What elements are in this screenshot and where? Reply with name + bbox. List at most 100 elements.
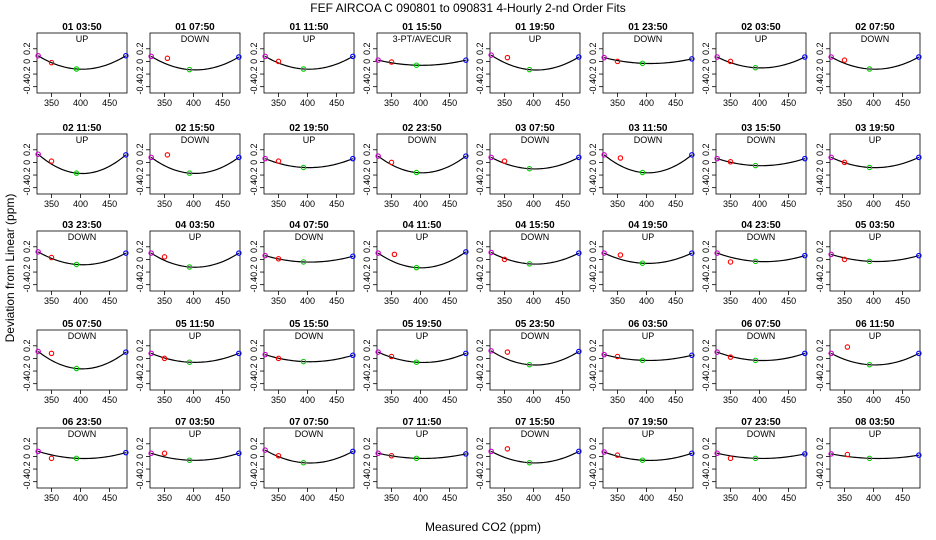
y-tick-label: -0.4 — [249, 376, 259, 392]
high-std-point — [802, 155, 808, 162]
high-std-point — [236, 154, 242, 161]
fit-curve — [716, 158, 806, 167]
x-tick-label: 450 — [895, 98, 910, 108]
y-tick-label: 0 — [701, 160, 711, 165]
x-tick-label: 450 — [555, 296, 570, 306]
y-tick-label: -0.2 — [362, 264, 372, 280]
y-tick-label: -0.4 — [588, 376, 598, 392]
y-tick-label: 0 — [815, 356, 825, 361]
x-tick-label: 400 — [526, 98, 541, 108]
x-tick-label: 450 — [781, 98, 796, 108]
high-std-point — [236, 54, 242, 60]
x-tick-label: 450 — [329, 199, 344, 209]
x-tick-label: 350 — [44, 493, 59, 503]
x-tick-label: 400 — [73, 493, 88, 503]
y-tick-label: -0.2 — [475, 363, 485, 379]
panel-frame — [263, 329, 355, 391]
mid-std-point — [614, 58, 621, 65]
panel-title: 07 19:50 — [628, 417, 668, 428]
y-tick-label: 0 — [588, 454, 598, 459]
y-tick-label: 0 — [362, 454, 372, 459]
x-tick-label: 450 — [668, 199, 683, 209]
y-tick-label: 0 — [588, 160, 598, 165]
mid-std-point — [727, 58, 734, 65]
panel-title: 02 11:50 — [63, 123, 102, 134]
low-std-point — [714, 250, 720, 256]
y-tick-label: -0.4 — [815, 376, 825, 392]
mid-std-point — [388, 453, 395, 459]
y-tick-label: 0.2 — [701, 144, 711, 157]
panel-title: 04 03:50 — [175, 220, 215, 231]
low-std-point — [828, 451, 834, 457]
ref-std-point — [639, 169, 646, 176]
panel-title: 01 23:50 — [628, 22, 668, 33]
y-tick-label: 0.2 — [475, 241, 485, 254]
panel-title: 01 11:50 — [290, 22, 329, 33]
ref-std-point — [866, 455, 873, 462]
ref-std-point — [186, 66, 193, 73]
x-tick-label: 350 — [44, 296, 59, 306]
fit-curve — [37, 55, 127, 70]
panel-frame — [149, 329, 241, 391]
mid-std-point — [501, 158, 508, 164]
fit-curve — [716, 351, 806, 362]
y-tick-label: -0.4 — [22, 180, 32, 196]
panel-title: 03 19:50 — [855, 123, 895, 134]
high-std-point — [350, 352, 356, 359]
low-std-point — [375, 450, 381, 457]
y-tick-label: -0.2 — [249, 264, 259, 280]
panel-subtitle: UP — [869, 232, 882, 242]
y-tick-label: -0.2 — [475, 461, 485, 477]
panel-title: 07 23:50 — [741, 417, 781, 428]
panel-subtitle: DOWN — [521, 331, 550, 341]
y-tick-label: -0.4 — [475, 277, 485, 293]
panel-title: 04 23:50 — [741, 220, 781, 231]
panel-subtitle: DOWN — [521, 135, 550, 145]
panel-subtitle: DOWN — [747, 232, 776, 242]
y-tick-label: -0.2 — [22, 167, 32, 183]
panel-subtitle: UP — [869, 331, 882, 341]
x-tick-label: 400 — [752, 199, 767, 209]
low-std-point — [35, 448, 41, 455]
panel-title: 04 19:50 — [628, 220, 668, 231]
panel-subtitle: 3-PT/AVECUR — [393, 34, 452, 44]
panel-frame — [36, 427, 128, 489]
y-tick-label: 0 — [362, 59, 372, 64]
y-tick-label: 0.2 — [249, 241, 259, 254]
x-tick-label: 450 — [102, 395, 117, 405]
high-std-point — [463, 153, 469, 159]
y-tick-label: 0 — [135, 257, 145, 262]
high-std-point — [236, 450, 242, 457]
y-tick-label: -0.2 — [135, 363, 145, 379]
y-tick-label: 0 — [815, 454, 825, 459]
panel-frame — [602, 427, 694, 489]
panel-title: 01 19:50 — [515, 22, 555, 33]
y-tick-label: -0.4 — [701, 474, 711, 490]
high-std-point — [123, 52, 129, 59]
ref-std-point — [73, 66, 80, 72]
ref-std-point — [186, 359, 193, 365]
panel-title: 02 19:50 — [289, 123, 329, 134]
x-tick-label: 350 — [837, 395, 852, 405]
fit-curve — [264, 255, 353, 263]
y-tick-label: 0 — [22, 454, 32, 459]
y-tick-label: -0.4 — [362, 180, 372, 196]
y-tick-label: 0 — [588, 59, 598, 64]
y-tick-label: 0.2 — [815, 438, 825, 451]
y-tick-label: 0 — [588, 356, 598, 361]
fit-curve — [490, 350, 580, 366]
x-tick-label: 400 — [866, 98, 881, 108]
x-tick-label: 400 — [413, 98, 428, 108]
panel-subtitle: DOWN — [68, 429, 97, 439]
high-std-point — [916, 252, 922, 259]
panel-subtitle: UP — [642, 429, 655, 439]
panel-subtitle: UP — [189, 232, 202, 242]
